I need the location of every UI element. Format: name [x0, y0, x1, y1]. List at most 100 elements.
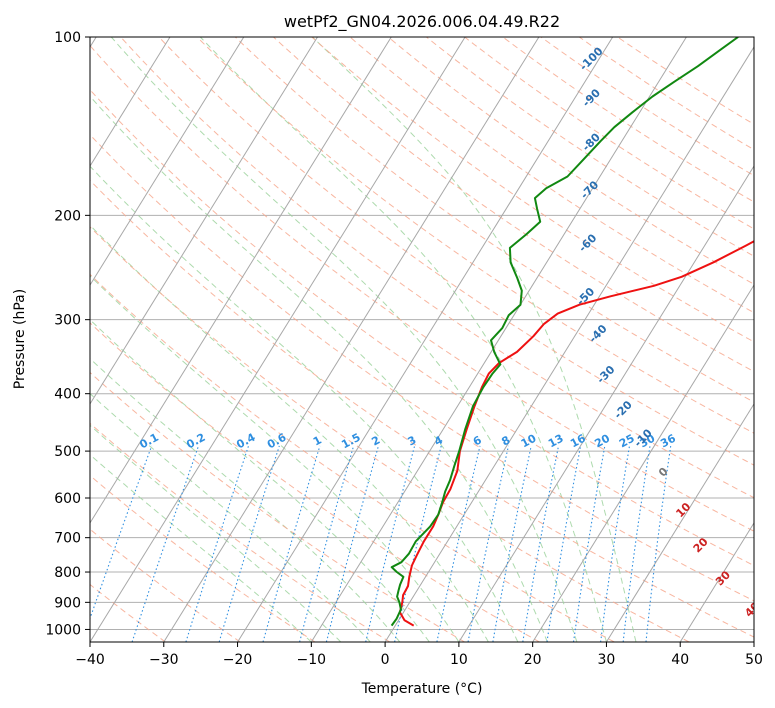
isotherm-label: 40: [742, 599, 762, 619]
mixing-ratio-line: [299, 445, 355, 642]
isotherm-label: 30: [713, 568, 733, 588]
mixing-ratio-line: [394, 445, 442, 642]
y-tick-label: 300: [54, 313, 81, 329]
isotherm-line: [237, 37, 614, 642]
isotherm-label: -100: [577, 44, 606, 73]
mixing-ratio-label: 0.2: [184, 431, 207, 452]
dry-adiabat-line: [120, 37, 754, 499]
moist-adiabat-line: [110, 37, 578, 642]
y-tick-label: 800: [54, 565, 81, 581]
x-tick-label: 50: [745, 652, 763, 668]
mixing-ratio-label: 4: [432, 433, 445, 448]
plot-frame: [89, 36, 755, 643]
mixing-ratio-label: 13: [546, 432, 566, 451]
moist-adiabat-line: [90, 275, 460, 642]
y-tick-label: 500: [54, 444, 81, 460]
isotherm-line: [679, 522, 754, 642]
y-tick-label: 200: [54, 208, 81, 224]
isotherm-line: [458, 165, 754, 642]
mixing-ratio-label: 2: [369, 434, 382, 449]
y-tick-label: 1000: [45, 622, 81, 638]
dry-adiabat-line: [311, 37, 754, 343]
mixing-ratio-line: [645, 445, 672, 642]
dry-adiabat-line: [90, 273, 615, 642]
moist-adiabat-line: [312, 37, 637, 642]
dry-adiabat-line: [426, 37, 754, 257]
mixing-ratio-label: 10: [519, 432, 539, 451]
isotherm-label: 10: [673, 500, 693, 520]
mixing-ratio-line: [185, 445, 250, 642]
isotherm-label: -30: [594, 363, 617, 386]
isotherm-line: [90, 37, 171, 167]
isotherm-line: [310, 37, 687, 642]
mixing-ratio-line: [90, 445, 153, 621]
temperature-profile-line: [398, 240, 754, 627]
mixing-ratio-label: 0.4: [234, 431, 258, 452]
mixing-ratio-label: 1.5: [339, 431, 362, 452]
dry-adiabat-line: [90, 134, 754, 602]
isotherm-line: [90, 37, 466, 642]
x-tick-label: 0: [381, 652, 390, 668]
moist-adiabat-line: [199, 37, 607, 642]
x-tick-label: 30: [598, 652, 616, 668]
mixing-ratio-line: [131, 445, 200, 642]
dry-adiabat-line: [579, 37, 754, 151]
mixing-ratio-label: 3: [406, 434, 419, 449]
isotherm-line: [90, 37, 245, 287]
isotherm-line: [90, 37, 318, 405]
moist-adiabat-line: [90, 319, 430, 642]
mixing-ratio-line: [622, 445, 651, 642]
moist-adiabat-line: [90, 165, 519, 642]
dry-adiabat-line: [90, 226, 690, 642]
isotherm-line: [532, 284, 754, 642]
isotherm-label: -90: [580, 86, 603, 109]
dry-adiabat-line: [540, 37, 754, 177]
mixing-ratio-label: 1: [311, 434, 324, 449]
moist-adiabat-line: [90, 95, 548, 642]
isotherm-label: -60: [576, 231, 599, 254]
dry-adiabat-line: [90, 89, 754, 567]
y-tick-label: 900: [54, 595, 81, 611]
mixing-ratio-line: [218, 445, 280, 642]
dry-adiabat-line: [273, 37, 754, 373]
isotherm-line: [753, 641, 754, 642]
isotherm-label: -20: [612, 398, 635, 421]
dry-adiabat-line: [387, 37, 754, 285]
dry-adiabat-line: [90, 44, 754, 532]
y-tick-label: 700: [54, 531, 81, 547]
isotherm-label: -40: [586, 322, 609, 345]
isotherm-line: [163, 37, 540, 642]
y-tick-label: 100: [54, 30, 81, 46]
mixing-ratio-line: [325, 445, 379, 642]
mixing-ratio-label: 0.1: [137, 431, 160, 452]
mixing-ratio-label: 6: [471, 433, 484, 448]
mixing-ratio-line: [262, 445, 321, 642]
mixing-ratio-line: [467, 445, 510, 642]
mixing-ratio-label: 0.6: [265, 431, 289, 452]
dry-adiabat-line: [90, 474, 316, 642]
moist-adiabat-line: [90, 392, 371, 642]
y-tick-label: 400: [54, 387, 81, 403]
isotherm-line: [605, 402, 754, 642]
x-tick-label: 10: [450, 652, 468, 668]
dry-adiabat-line: [158, 37, 754, 466]
x-tick-label: −10: [297, 652, 327, 668]
dry-adiabat-line: [90, 422, 391, 642]
x-axis-label: Temperature (°C): [361, 681, 483, 697]
dry-adiabat-line: [196, 37, 754, 434]
mixing-ratio-line: [572, 445, 606, 642]
mixing-ratio-label: 25: [617, 432, 637, 451]
x-tick-label: 20: [524, 652, 542, 668]
mixing-ratio-label: 30: [638, 432, 658, 451]
dry-adiabat-line: [234, 37, 754, 403]
dry-adiabat-line: [90, 371, 465, 642]
mixing-ratio-line: [600, 445, 631, 642]
mixing-ratio-label: 36: [658, 432, 678, 451]
moist-adiabat-line: [90, 454, 312, 642]
dry-adiabat-line: [90, 322, 540, 642]
mixing-ratio-line: [436, 445, 481, 642]
x-tick-label: 40: [671, 652, 689, 668]
x-tick-label: −20: [223, 652, 253, 668]
